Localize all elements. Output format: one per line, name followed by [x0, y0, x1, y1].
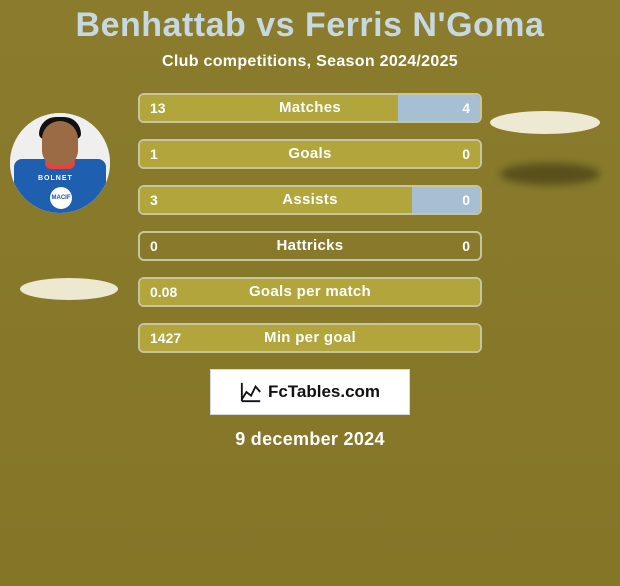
stat-label: Hattricks [140, 233, 480, 259]
avatar-shadow-right-bottom [500, 163, 600, 185]
stats-bars: 134Matches 10Goals 30Assists 00Hattricks 0.0… [138, 93, 482, 353]
jersey-sponsor-badge: MACIF [50, 187, 72, 209]
logo-text: FcTables.com [268, 382, 380, 402]
player-avatar-left: BOLNET MACIF [10, 113, 110, 213]
content-area: BOLNET MACIF 134Matches 10Goals 30Assists 0… [0, 93, 620, 450]
stat-bar: 30Assists [138, 185, 482, 215]
avatar-shadow-left [20, 278, 118, 300]
stat-label: Goals per match [140, 279, 480, 305]
stat-bar: 0.08Goals per match [138, 277, 482, 307]
page-subtitle: Club competitions, Season 2024/2025 [0, 53, 620, 71]
stat-label: Assists [140, 187, 480, 213]
avatar-shadow-right-top [490, 111, 600, 134]
chart-icon [240, 381, 262, 403]
page-title: Benhattab vs Ferris N'Goma [0, 6, 620, 45]
logo-box: FcTables.com [210, 369, 410, 415]
jersey-sponsor-top: BOLNET [38, 175, 73, 182]
stat-label: Matches [140, 95, 480, 121]
stat-bar: 134Matches [138, 93, 482, 123]
stat-label: Min per goal [140, 325, 480, 351]
date-label: 9 december 2024 [0, 429, 620, 450]
stat-bar: 00Hattricks [138, 231, 482, 261]
stat-bar: 1427Min per goal [138, 323, 482, 353]
stat-bar: 10Goals [138, 139, 482, 169]
stat-label: Goals [140, 141, 480, 167]
